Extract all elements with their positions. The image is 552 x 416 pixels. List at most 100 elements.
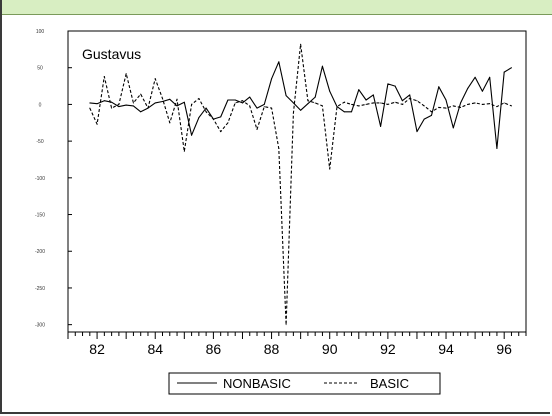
data-point-basic	[234, 102, 236, 104]
data-point-nonbasic	[343, 111, 345, 113]
data-point-basic	[96, 123, 98, 125]
data-point-basic	[496, 106, 498, 108]
data-point-basic	[409, 98, 411, 100]
data-point-nonbasic	[474, 76, 476, 78]
data-point-basic	[111, 107, 113, 109]
data-point-nonbasic	[125, 104, 127, 106]
data-point-nonbasic	[401, 100, 403, 102]
data-point-nonbasic	[263, 103, 265, 105]
data-point-nonbasic	[234, 99, 236, 101]
data-point-basic	[169, 122, 171, 124]
data-point-basic	[249, 105, 251, 107]
data-point-basic	[481, 103, 483, 105]
data-point-basic	[380, 102, 382, 104]
data-point-nonbasic	[489, 76, 491, 78]
data-point-nonbasic	[307, 103, 309, 105]
data-point-nonbasic	[372, 94, 374, 96]
data-point-basic	[118, 103, 120, 105]
data-point-basic	[423, 105, 425, 107]
data-point-basic	[314, 102, 316, 104]
data-point-nonbasic	[191, 134, 193, 136]
data-point-basic	[140, 93, 142, 95]
data-point-nonbasic	[452, 127, 454, 129]
x-tick-label: 82	[89, 341, 105, 357]
data-point-nonbasic	[278, 61, 280, 63]
data-point-nonbasic	[416, 131, 418, 133]
data-point-nonbasic	[423, 118, 425, 120]
series-line-nonbasic	[89, 61, 512, 150]
data-point-nonbasic	[314, 96, 316, 98]
data-point-basic	[343, 101, 345, 103]
data-point-basic	[416, 100, 418, 102]
y-tick-label: -100	[35, 176, 45, 182]
x-axis-ticks: 82 84 86 88 90 92 94 96	[67, 332, 527, 357]
data-point-basic	[191, 103, 193, 105]
data-point-basic	[154, 78, 156, 80]
y-tick-label: -250	[35, 286, 45, 292]
x-tick-label: 90	[322, 341, 338, 357]
data-point-nonbasic	[169, 98, 171, 100]
data-point-basic	[89, 107, 91, 109]
y-tick-label: -200	[35, 249, 45, 255]
plot-area	[67, 30, 527, 333]
data-point-basic	[300, 43, 302, 45]
x-tick-label: 92	[380, 341, 396, 357]
data-point-basic	[365, 103, 367, 105]
data-point-basic	[401, 103, 403, 105]
data-point-basic	[489, 103, 491, 105]
data-point-basic	[241, 100, 243, 102]
data-point-nonbasic	[292, 102, 294, 104]
data-point-basic	[510, 105, 512, 107]
data-point-nonbasic	[358, 89, 360, 91]
data-point-nonbasic	[249, 96, 251, 98]
data-point-basic	[394, 101, 396, 103]
data-point-nonbasic	[154, 102, 156, 104]
legend-label-basic: BASIC	[370, 376, 409, 391]
data-point-basic	[307, 100, 309, 102]
y-axis-ticks: 100 50 0 -50 -100 -150 -200 -250 -300	[35, 29, 72, 329]
data-point-nonbasic	[460, 102, 462, 104]
x-tick-label: 94	[438, 341, 454, 357]
legend-box	[168, 372, 441, 395]
data-point-nonbasic	[241, 102, 243, 104]
data-point-basic	[212, 118, 214, 120]
data-point-nonbasic	[162, 100, 164, 102]
data-point-nonbasic	[183, 101, 185, 103]
y-tick-label: 0	[39, 102, 42, 108]
data-point-nonbasic	[481, 90, 483, 92]
data-point-basic	[351, 103, 353, 105]
data-point-nonbasic	[387, 83, 389, 85]
data-point-nonbasic	[132, 105, 134, 107]
data-point-nonbasic	[394, 85, 396, 87]
data-point-nonbasic	[285, 95, 287, 97]
data-point-basic	[358, 105, 360, 107]
data-point-basic	[103, 76, 105, 78]
data-point-nonbasic	[111, 101, 113, 103]
data-point-basic	[176, 98, 178, 100]
panel-title: Gustavus	[82, 46, 141, 62]
x-tick-label: 88	[264, 341, 280, 357]
data-point-basic	[183, 150, 185, 152]
data-point-nonbasic	[256, 107, 258, 109]
window-top-bar	[0, 0, 552, 15]
data-point-nonbasic	[438, 86, 440, 88]
data-point-basic	[329, 168, 331, 170]
data-point-nonbasic	[329, 90, 331, 92]
data-point-basic	[445, 107, 447, 109]
data-point-nonbasic	[300, 109, 302, 111]
data-point-nonbasic	[176, 105, 178, 107]
y-tick-label: -50	[36, 139, 43, 145]
data-point-basic	[452, 105, 454, 107]
data-point-basic	[321, 105, 323, 107]
data-point-basic	[503, 102, 505, 104]
data-point-basic	[285, 324, 287, 326]
data-point-basic	[372, 102, 374, 104]
y-tick-label: -150	[35, 213, 45, 219]
data-point-nonbasic	[89, 102, 91, 104]
series-line-basic	[89, 43, 512, 326]
x-tick-label: 96	[496, 341, 512, 357]
data-point-nonbasic	[380, 125, 382, 127]
data-point-basic	[256, 128, 258, 130]
